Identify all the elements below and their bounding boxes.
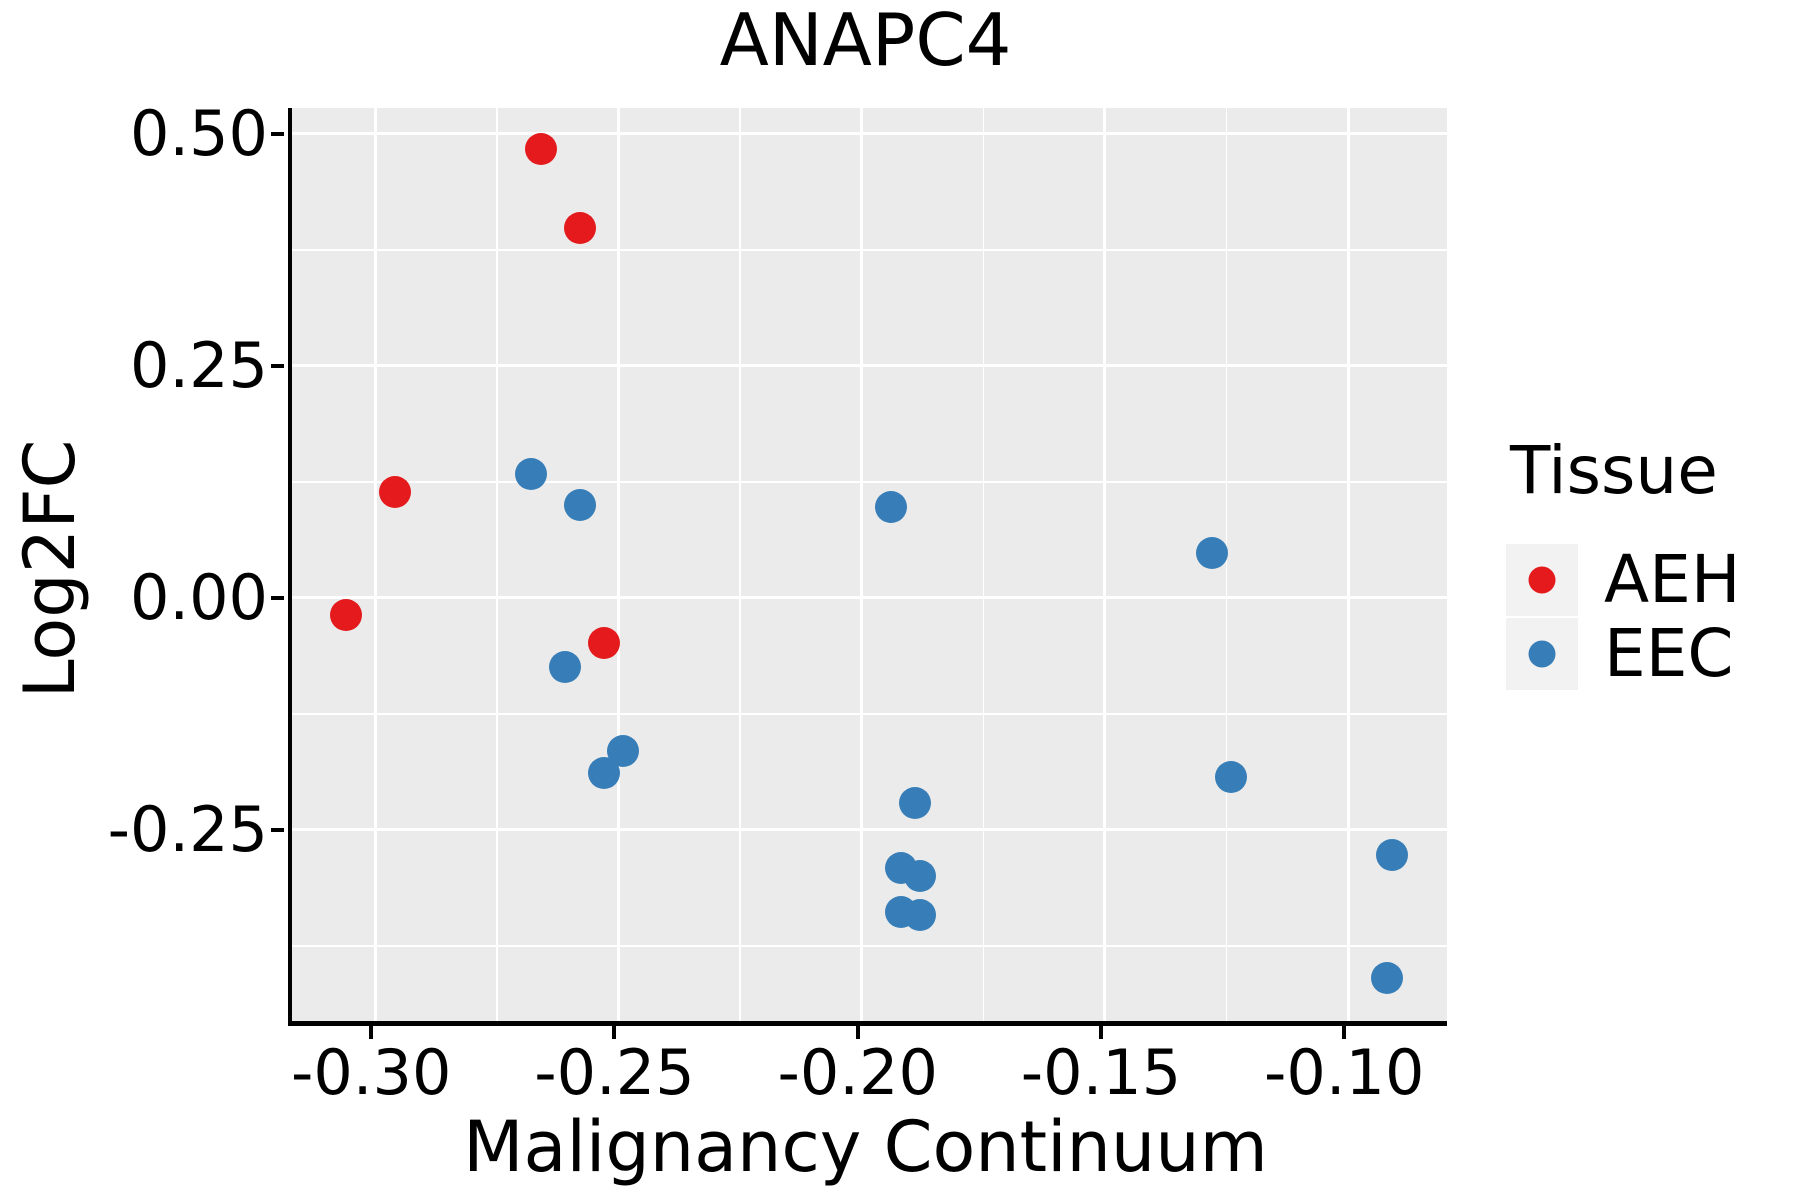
x-tick-mark: [369, 1026, 374, 1039]
y-tick-mark: [271, 595, 284, 600]
data-point-eec: [1371, 962, 1404, 995]
data-point-eec: [548, 651, 581, 684]
x-tick-mark: [855, 1026, 860, 1039]
y-major-gridline: [292, 596, 1447, 600]
y-tick-label: 0.00: [129, 560, 268, 634]
x-major-gridline: [373, 108, 377, 1021]
legend-entry-label: EEC: [1604, 615, 1734, 692]
data-point-eec: [904, 860, 937, 893]
plot-panel: [288, 108, 1447, 1026]
y-tick-mark: [271, 363, 284, 368]
legend-key: [1506, 618, 1578, 690]
data-point-aeh: [524, 132, 557, 165]
x-minor-gridline: [496, 108, 498, 1021]
y-minor-gridline: [292, 713, 1447, 715]
data-point-eec: [514, 458, 547, 491]
data-point-eec: [1196, 537, 1228, 570]
x-tick-mark: [1342, 1026, 1347, 1039]
data-point-eec: [899, 786, 932, 819]
y-axis-title: Log2FC: [9, 439, 91, 699]
y-tick-label: -0.25: [107, 792, 268, 866]
legend-key: [1506, 544, 1578, 616]
legend-entry-aeh: AEH: [1506, 544, 1740, 616]
y-major-gridline: [292, 364, 1447, 368]
y-major-gridline: [292, 132, 1447, 136]
legend-title: Tissue: [1510, 432, 1718, 509]
data-point-eec: [563, 489, 596, 522]
legend: Tissue AEH EEC: [1506, 438, 1740, 692]
y-minor-gridline: [292, 945, 1447, 947]
data-point-eec: [874, 490, 907, 523]
y-tick-mark: [271, 131, 284, 136]
y-minor-gridline: [292, 481, 1447, 483]
legend-dot-eec: [1528, 640, 1556, 668]
legend-entries: AEH EEC: [1506, 544, 1740, 690]
x-major-gridline: [860, 108, 864, 1021]
y-tick-label: 0.50: [129, 96, 268, 170]
y-tick-mark: [271, 827, 284, 832]
y-major-gridline: [292, 828, 1447, 832]
x-tick-label: -0.20: [777, 1036, 938, 1109]
legend-entry-label: AEH: [1604, 541, 1741, 618]
y-tick-label: 0.25: [129, 328, 268, 402]
x-tick-label: -0.30: [290, 1036, 452, 1109]
x-minor-gridline: [739, 108, 741, 1021]
legend-entry-eec: EEC: [1506, 618, 1740, 690]
data-point-aeh: [330, 598, 362, 631]
x-tick-mark: [612, 1026, 617, 1039]
y-minor-gridline: [292, 249, 1447, 251]
data-point-aeh: [563, 211, 596, 244]
x-tick-label: -0.25: [534, 1036, 695, 1109]
x-axis-title: Malignancy Continuum: [463, 1106, 1268, 1188]
legend-dot-aeh: [1528, 566, 1556, 594]
data-point-eec: [904, 899, 937, 932]
data-point-eec: [1376, 838, 1409, 871]
x-tick-mark: [1098, 1026, 1103, 1039]
x-minor-gridline: [982, 108, 985, 1021]
x-tick-label: -0.15: [1020, 1036, 1182, 1109]
data-point-eec: [587, 757, 620, 790]
x-tick-label: -0.10: [1264, 1036, 1425, 1109]
x-major-gridline: [1103, 108, 1107, 1021]
x-major-gridline: [1346, 108, 1350, 1021]
data-point-eec: [1215, 760, 1248, 793]
plot-title: ANAPC4: [719, 0, 1012, 82]
data-point-aeh: [378, 476, 411, 509]
data-point-aeh: [587, 627, 620, 660]
x-minor-gridline: [1225, 108, 1228, 1021]
x-major-gridline: [616, 108, 620, 1021]
